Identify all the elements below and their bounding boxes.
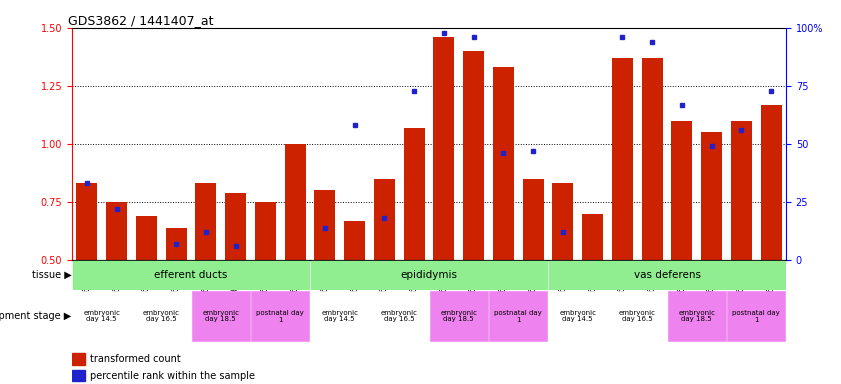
Bar xyxy=(404,128,425,260)
Bar xyxy=(251,291,309,341)
Text: embryonic
day 18.5: embryonic day 18.5 xyxy=(202,310,239,323)
Bar xyxy=(374,179,394,260)
Bar xyxy=(701,132,722,260)
Text: embryonic
day 14.5: embryonic day 14.5 xyxy=(559,310,596,323)
Text: transformed count: transformed count xyxy=(90,354,181,364)
Text: embryonic
day 18.5: embryonic day 18.5 xyxy=(440,310,477,323)
Text: embryonic
day 14.5: embryonic day 14.5 xyxy=(321,310,358,323)
Text: embryonic
day 16.5: embryonic day 16.5 xyxy=(381,310,418,323)
Bar xyxy=(315,190,336,260)
Bar xyxy=(493,68,514,260)
Text: embryonic
day 16.5: embryonic day 16.5 xyxy=(143,310,180,323)
Bar xyxy=(761,104,781,260)
Text: postnatal day
1: postnatal day 1 xyxy=(733,310,780,323)
Bar xyxy=(136,216,156,260)
Text: postnatal day
1: postnatal day 1 xyxy=(257,310,304,323)
Bar xyxy=(608,291,666,341)
Bar xyxy=(192,291,250,341)
Bar xyxy=(106,202,127,260)
Bar xyxy=(72,291,131,341)
Bar xyxy=(671,121,692,260)
Bar xyxy=(310,291,369,341)
Bar xyxy=(463,51,484,260)
Bar xyxy=(727,291,785,341)
Bar xyxy=(612,58,632,260)
Text: postnatal day
1: postnatal day 1 xyxy=(495,310,542,323)
Bar xyxy=(370,291,428,341)
Bar xyxy=(255,202,276,260)
Text: embryonic
day 18.5: embryonic day 18.5 xyxy=(678,310,715,323)
Bar xyxy=(430,291,488,341)
Bar xyxy=(344,220,365,260)
Bar xyxy=(433,37,454,260)
Bar xyxy=(489,291,547,341)
Text: percentile rank within the sample: percentile rank within the sample xyxy=(90,371,255,381)
Bar xyxy=(553,184,574,260)
Bar xyxy=(72,353,85,364)
Bar xyxy=(548,291,607,341)
Bar xyxy=(310,261,547,290)
Bar xyxy=(195,184,216,260)
Text: embryonic
day 16.5: embryonic day 16.5 xyxy=(619,310,656,323)
Text: embryonic
day 14.5: embryonic day 14.5 xyxy=(83,310,120,323)
Bar xyxy=(72,261,309,290)
Bar xyxy=(523,179,543,260)
Bar xyxy=(132,291,190,341)
Bar xyxy=(166,227,187,260)
Bar xyxy=(72,369,85,381)
Bar xyxy=(582,214,603,260)
Text: GDS3862 / 1441407_at: GDS3862 / 1441407_at xyxy=(68,14,214,27)
Text: tissue ▶: tissue ▶ xyxy=(32,270,71,280)
Text: epididymis: epididymis xyxy=(400,270,458,280)
Bar xyxy=(77,184,98,260)
Bar xyxy=(668,291,726,341)
Bar xyxy=(642,58,663,260)
Text: development stage ▶: development stage ▶ xyxy=(0,311,71,321)
Bar xyxy=(225,193,246,260)
Bar xyxy=(548,261,785,290)
Text: efferent ducts: efferent ducts xyxy=(154,270,228,280)
Text: vas deferens: vas deferens xyxy=(633,270,701,280)
Bar xyxy=(731,121,752,260)
Bar xyxy=(285,144,305,260)
